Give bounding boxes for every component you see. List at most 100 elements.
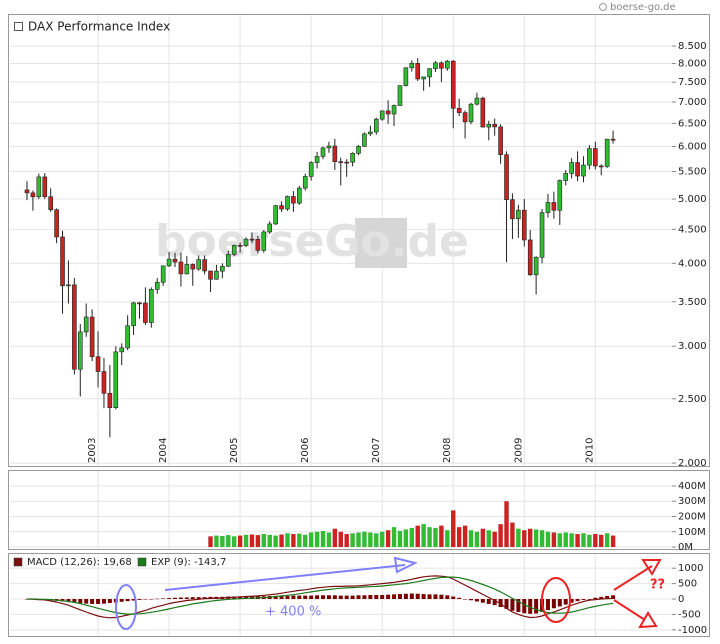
y-tick-label: 5.000 bbox=[678, 194, 707, 205]
histogram-bar bbox=[486, 599, 491, 604]
volume-bar bbox=[504, 501, 509, 548]
histogram-bar bbox=[611, 595, 616, 600]
candle-body bbox=[521, 209, 527, 241]
histogram-bar bbox=[107, 599, 112, 604]
volume-bar bbox=[362, 531, 367, 548]
volume-bar bbox=[214, 535, 219, 548]
histogram-bar bbox=[451, 596, 456, 600]
y-tick-label: 8.000 bbox=[678, 59, 707, 70]
volume-bar bbox=[350, 533, 355, 548]
candle-body bbox=[302, 176, 308, 189]
candle-body bbox=[72, 284, 77, 370]
volume-bar bbox=[563, 532, 568, 548]
x-tick-label: 2008 bbox=[442, 438, 453, 463]
candle-body bbox=[291, 196, 296, 204]
candle-body bbox=[308, 162, 314, 177]
blue-ellipse bbox=[115, 584, 137, 630]
candle-body bbox=[587, 148, 592, 166]
volume-bar bbox=[397, 530, 403, 548]
volume-bar bbox=[273, 535, 278, 548]
volume-bar bbox=[232, 536, 237, 548]
histogram-bar bbox=[593, 597, 598, 600]
grid bbox=[10, 15, 672, 636]
candle-body bbox=[225, 254, 231, 267]
volume-bar bbox=[303, 534, 308, 548]
x-tick-label: 2003 bbox=[87, 438, 98, 463]
candle-body bbox=[516, 209, 521, 220]
histogram-bar bbox=[303, 595, 308, 600]
candle-body bbox=[255, 238, 261, 251]
candle-body bbox=[332, 145, 338, 162]
candle-body bbox=[462, 112, 468, 123]
candle-body bbox=[421, 76, 426, 80]
candle-body bbox=[368, 131, 373, 135]
volume-bar bbox=[569, 533, 574, 548]
histogram-bar bbox=[415, 593, 420, 600]
volume-bar bbox=[385, 530, 391, 548]
candle-body bbox=[498, 126, 503, 156]
volume-bar bbox=[326, 532, 332, 548]
red-ellipse bbox=[541, 577, 571, 623]
volume-bar bbox=[516, 528, 521, 548]
candle-body bbox=[391, 105, 397, 115]
volume-bar bbox=[474, 531, 480, 548]
macd-line bbox=[27, 576, 614, 615]
volume-bar bbox=[403, 529, 409, 548]
y-tick-label: 3.500 bbox=[678, 297, 707, 308]
volume-bar bbox=[356, 532, 361, 548]
candle-body bbox=[154, 281, 160, 290]
histogram-bar bbox=[374, 595, 379, 600]
candle-body bbox=[77, 331, 83, 370]
y-tick-label: 1000 bbox=[678, 563, 703, 574]
y-tick-label: 100M bbox=[678, 527, 706, 538]
candle-body bbox=[143, 302, 148, 323]
volume-bar bbox=[391, 527, 397, 548]
volume-bar bbox=[551, 532, 557, 548]
candle-body bbox=[267, 223, 273, 233]
candle-body bbox=[456, 107, 462, 113]
y-tick-label: -1000 bbox=[678, 625, 707, 636]
title-box bbox=[14, 22, 23, 31]
y-tick-label: 5.500 bbox=[678, 167, 707, 178]
volume-bar bbox=[575, 534, 580, 548]
histogram-bar bbox=[474, 599, 479, 602]
histogram-bar bbox=[445, 595, 450, 600]
volume-bar bbox=[220, 536, 225, 548]
histogram-bar bbox=[356, 595, 361, 600]
volume-bar bbox=[261, 534, 266, 548]
histogram-bar bbox=[421, 594, 426, 600]
volume-bar bbox=[243, 534, 249, 548]
volume-bar bbox=[255, 535, 261, 548]
y-tick-label: 7.500 bbox=[678, 77, 707, 88]
histogram-bar bbox=[433, 594, 438, 600]
candle-body bbox=[486, 124, 492, 128]
histogram-bar bbox=[551, 599, 556, 609]
candle-body bbox=[202, 259, 207, 272]
volume-bar bbox=[610, 535, 616, 548]
annotation: + 400 % bbox=[265, 605, 321, 620]
histogram-bar bbox=[510, 599, 515, 611]
volume-bar bbox=[581, 533, 586, 548]
candle-body bbox=[373, 118, 379, 133]
volume-bar bbox=[522, 530, 527, 548]
volume-bar bbox=[557, 533, 562, 548]
chart-title: DAX Performance Index bbox=[28, 20, 170, 34]
candle-body bbox=[379, 110, 385, 120]
candle-body bbox=[480, 97, 486, 128]
volume-bar bbox=[208, 536, 213, 548]
candle-body bbox=[89, 316, 95, 358]
candle-body bbox=[338, 161, 344, 163]
candle-body bbox=[320, 147, 326, 157]
histogram-bar bbox=[285, 595, 290, 600]
x-tick-label: 2006 bbox=[300, 438, 311, 463]
x-tick-label: 2007 bbox=[371, 438, 382, 463]
candle-body bbox=[593, 148, 598, 167]
y-tick-label: 0M bbox=[678, 542, 693, 553]
y-tick-label: 8.500 bbox=[678, 41, 707, 52]
candle-body bbox=[427, 68, 432, 78]
y-tick-label: 6.500 bbox=[678, 118, 707, 129]
histogram-bar bbox=[397, 594, 402, 600]
red-arrow-up bbox=[613, 565, 653, 591]
volume-bar bbox=[528, 528, 533, 548]
candle-body bbox=[48, 196, 53, 211]
